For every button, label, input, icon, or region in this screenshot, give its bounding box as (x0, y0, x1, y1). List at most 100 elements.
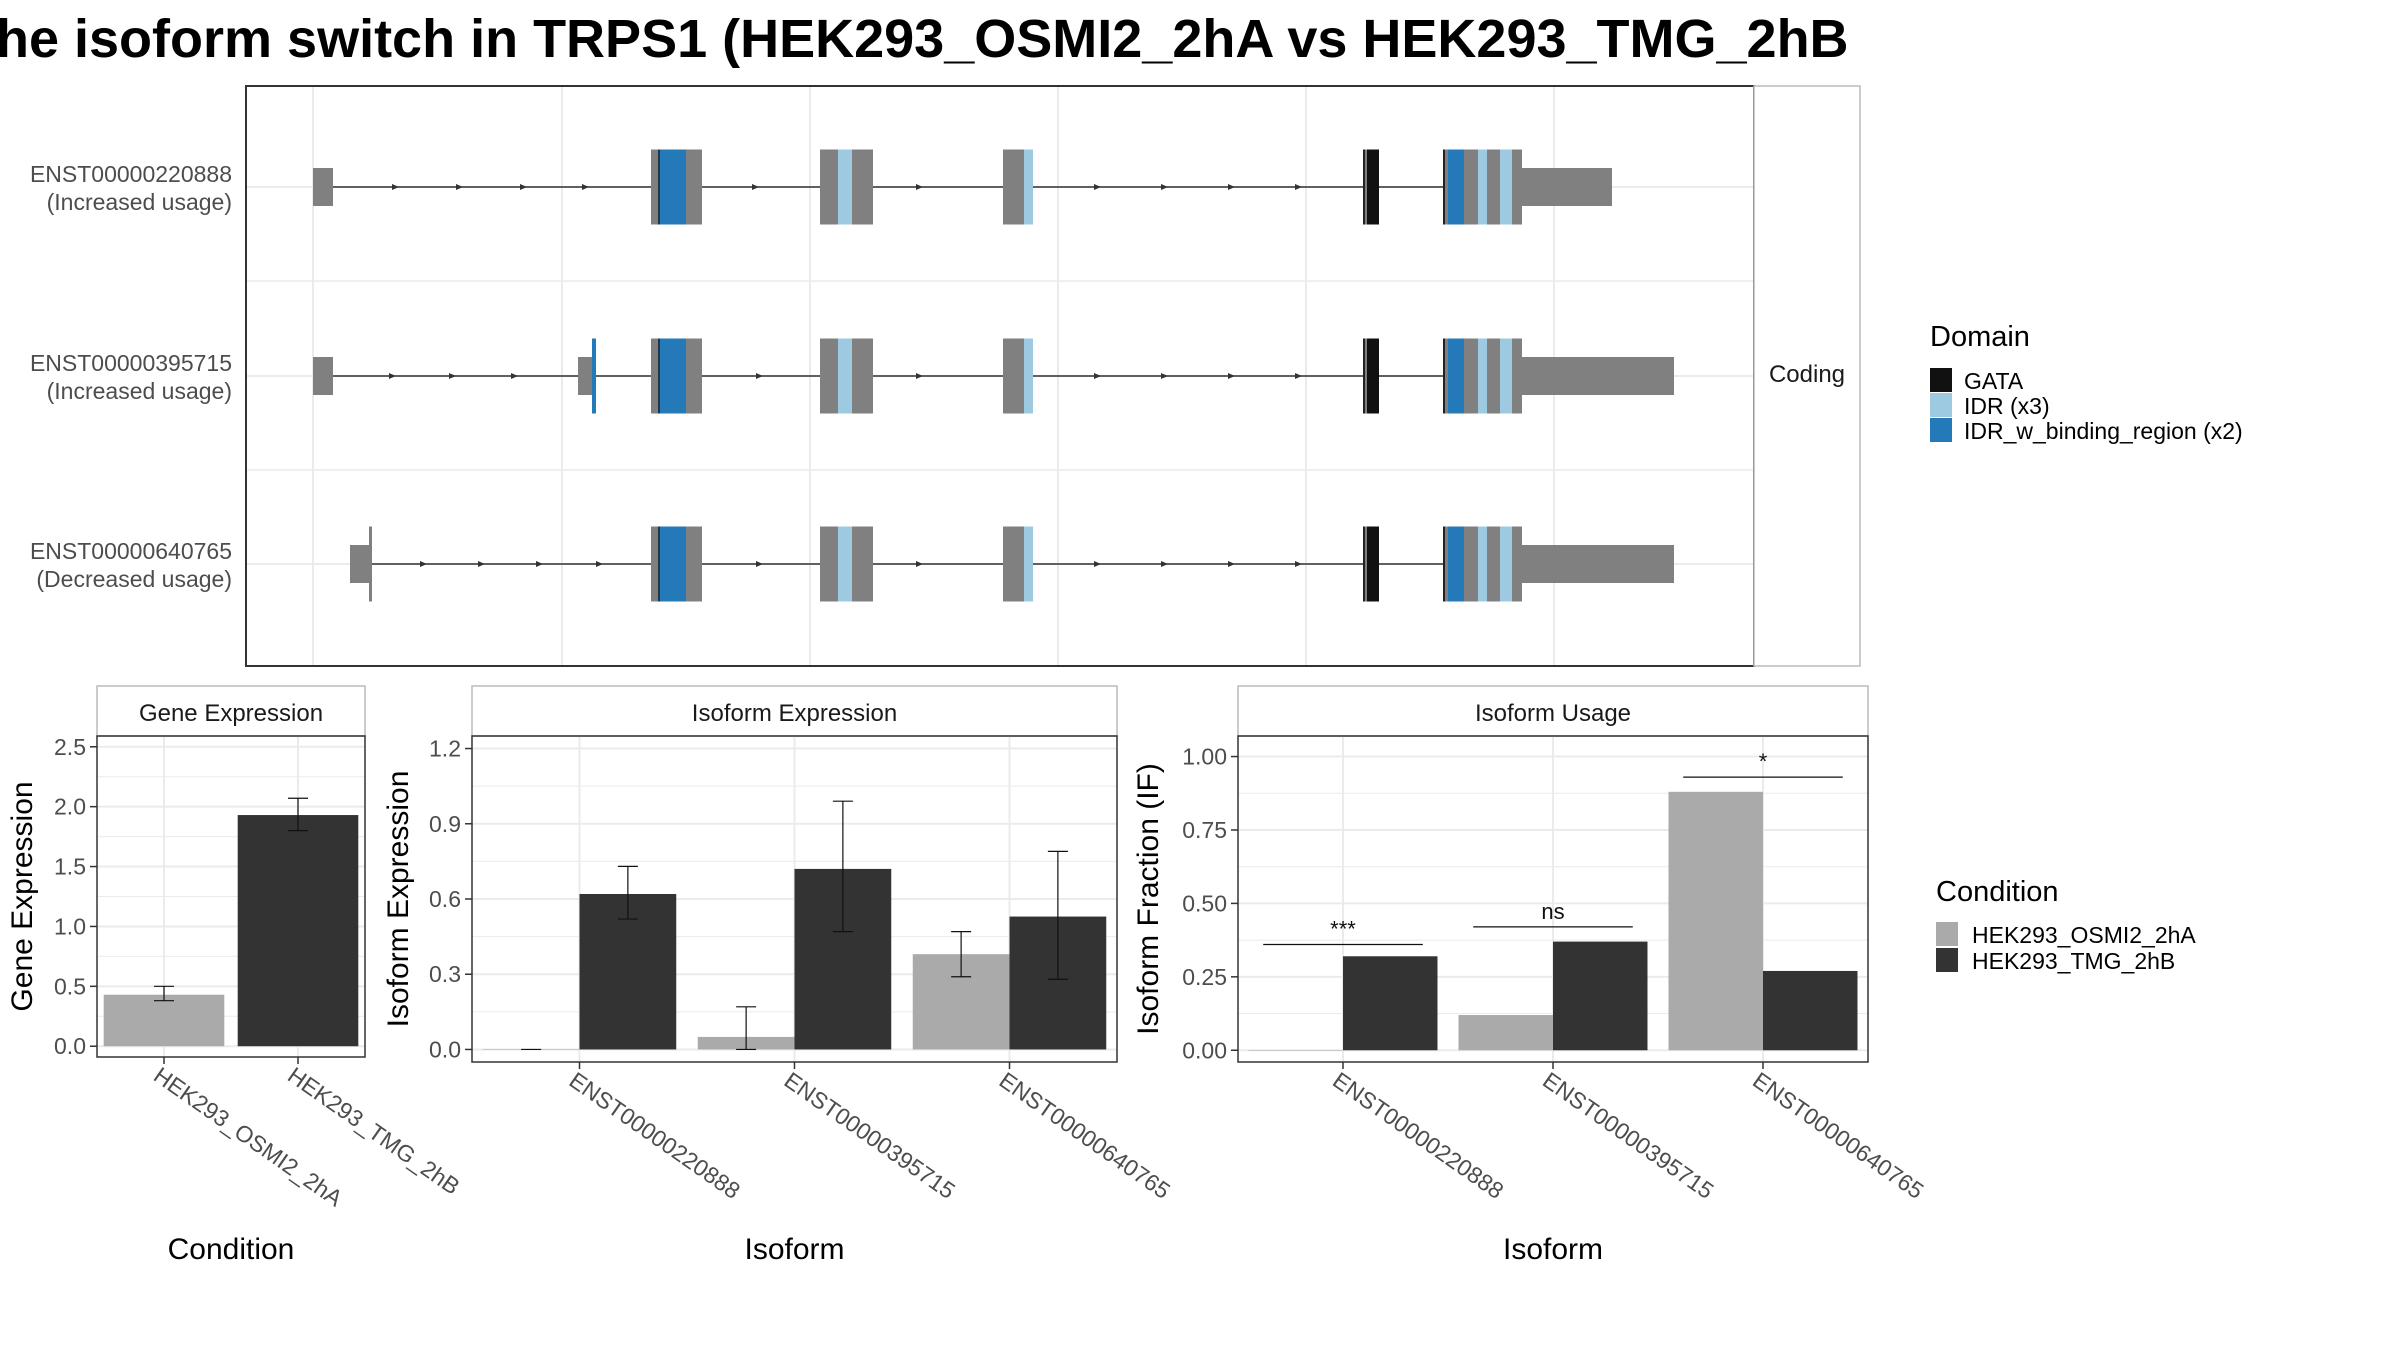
exon-block-idr (1024, 338, 1033, 414)
y-tick-label: 0.5 (54, 973, 86, 999)
transcript-usage-label: (Decreased usage) (36, 566, 232, 592)
bar-osmi2-2ha (103, 994, 225, 1047)
exon-block-exon (1444, 526, 1448, 602)
exon-block-exon (686, 526, 702, 602)
bar-tmg-2hb (1553, 941, 1648, 1051)
exon-block-exon (686, 149, 702, 225)
y-axis-title: Isoform Expression (382, 771, 415, 1028)
y-tick-label: 0.6 (429, 886, 461, 912)
y-axis-title: Gene Expression (6, 781, 39, 1011)
x-axis-title: Isoform (744, 1233, 844, 1266)
exon-block-idr (838, 526, 852, 602)
significance-label: *** (1330, 917, 1356, 942)
intron-direction-arrow (1228, 561, 1235, 567)
exon-block-exon (1512, 149, 1522, 225)
exon-block-idr (1024, 149, 1033, 225)
intron-direction-arrow (916, 373, 923, 379)
panel-strip (1237, 685, 1869, 737)
panel-title: Isoform Usage (1475, 700, 1631, 727)
y-tick-label: 1.00 (1182, 744, 1227, 770)
exon-block-exon (1464, 526, 1478, 602)
domain-legend-label: IDR_w_binding_region (x2) (1964, 418, 2243, 444)
bar-osmi2-2ha (1668, 791, 1763, 1051)
exon-block-exon (1003, 149, 1024, 225)
facet-strip (1753, 85, 1861, 667)
exon-block-exon (1522, 357, 1674, 395)
exon-block-exon (1444, 338, 1448, 414)
exon-block-idr_binding (592, 338, 596, 414)
y-tick-label: 0.3 (429, 961, 461, 987)
transcript-id-label: ENST00000395715 (30, 350, 232, 376)
intron-direction-arrow (420, 561, 427, 567)
exon-block-exon (1364, 149, 1367, 225)
y-tick-label: 1.5 (54, 854, 86, 880)
intron-direction-arrow (1295, 561, 1302, 567)
y-tick-label: 0.00 (1182, 1037, 1227, 1063)
x-tick-label: ENST00000395715 (1538, 1067, 1718, 1204)
exon-block-exon (1487, 149, 1500, 225)
exon-block-idr (1500, 526, 1512, 602)
y-tick-label: 0.50 (1182, 890, 1227, 916)
y-tick-label: 2.0 (54, 794, 86, 820)
intron-direction-arrow (520, 184, 527, 190)
panel-title: Isoform Expression (692, 700, 897, 727)
transcript-id-label: ENST00000220888 (30, 161, 232, 187)
domain-legend-swatch (1930, 368, 1952, 392)
y-tick-label: 0.75 (1182, 817, 1227, 843)
exon-block-gata (1367, 338, 1379, 414)
bar-tmg-2hb (237, 815, 359, 1047)
exon-block-exon (1464, 338, 1478, 414)
panel-title: Gene Expression (139, 700, 323, 727)
exon-block-idr_binding (658, 149, 686, 225)
intron-direction-arrow (511, 373, 518, 379)
intron-direction-arrow (456, 184, 463, 190)
condition-legend-swatch (1936, 922, 1958, 946)
bar-osmi2-2ha (1458, 1015, 1553, 1051)
exon-block-exon (1444, 149, 1448, 225)
condition-legend-label: HEK293_OSMI2_2hA (1972, 922, 2196, 948)
exon-block-exon (852, 526, 873, 602)
exon-block-idr (1500, 149, 1512, 225)
intron-direction-arrow (389, 373, 396, 379)
exon-block-idr (1478, 338, 1487, 414)
exon-block-idr_binding (1448, 338, 1464, 414)
intron-direction-arrow (756, 373, 763, 379)
x-tick-label: ENST00000640765 (995, 1067, 1175, 1204)
exon-block-exon (1464, 149, 1478, 225)
x-tick-label: ENST00000220888 (1328, 1067, 1508, 1204)
exon-block-idr_binding (1448, 526, 1464, 602)
exon-block-idr (838, 149, 852, 225)
exon-block-gata (1367, 149, 1379, 225)
exon-block-idr (838, 338, 852, 414)
bar-osmi2-2ha (1248, 1050, 1343, 1051)
bar-tmg-2hb (1763, 970, 1858, 1051)
intron-direction-arrow (916, 561, 923, 567)
exon-block-gata (1367, 526, 1379, 602)
intron-direction-arrow (536, 561, 543, 567)
intron-direction-arrow (449, 373, 456, 379)
intron-direction-arrow (582, 184, 589, 190)
exon-block-exon (651, 338, 658, 414)
exon-block-exon (686, 338, 702, 414)
isoform-usage-panel: Isoform Usage 0.00 0.25 0.50 0.75 1.00 ENST000… (1132, 685, 1929, 1266)
panel-frame (96, 735, 366, 1058)
exon-block-exon (1364, 338, 1367, 414)
exon-block-idr (1478, 526, 1487, 602)
intron-direction-arrow (1094, 184, 1101, 190)
x-axis-title: Condition (168, 1233, 295, 1266)
y-tick-label: 0.9 (429, 811, 461, 837)
intron-direction-arrow (1161, 561, 1168, 567)
exon-block-exon (820, 526, 838, 602)
y-tick-label: 0.25 (1182, 964, 1227, 990)
exon-block-exon (651, 149, 658, 225)
exon-block-idr_binding (1448, 149, 1464, 225)
intron-direction-arrow (1094, 561, 1101, 567)
condition-legend-swatch (1936, 948, 1958, 972)
bar-tmg-2hb (579, 893, 677, 1050)
y-tick-label: 0.0 (54, 1033, 86, 1059)
exon-block-exon (350, 545, 370, 583)
exon-block-exon (852, 149, 873, 225)
condition-legend-label: HEK293_TMG_2hB (1972, 948, 2175, 974)
